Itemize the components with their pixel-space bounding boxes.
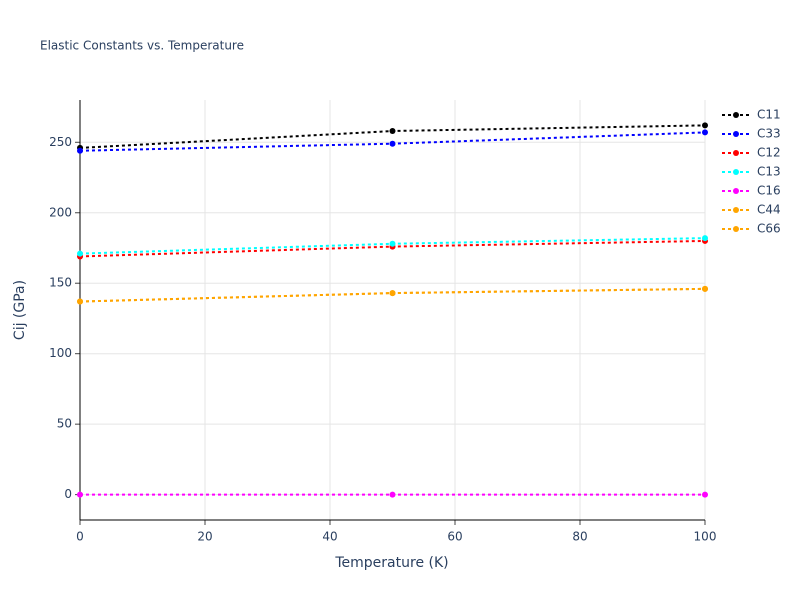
y-tick-label: 200 (49, 205, 72, 219)
point (389, 290, 396, 297)
x-tick-label: 80 (572, 530, 587, 544)
legend-label: C33 (757, 127, 781, 141)
y-tick-label: 150 (49, 276, 72, 290)
point (389, 491, 396, 498)
x-axis-title: Temperature (K) (334, 555, 448, 571)
x-tick-label: 40 (322, 530, 337, 544)
point (702, 235, 708, 242)
point (702, 122, 708, 129)
point (389, 128, 396, 135)
legend-label: C12 (757, 146, 781, 160)
legend-marker (733, 188, 739, 194)
point (389, 140, 396, 147)
point (702, 285, 708, 292)
y-axis-title: Cij (GPa) (12, 280, 28, 340)
legend-marker (733, 112, 739, 118)
point (77, 298, 83, 305)
point (77, 250, 83, 257)
x-tick-label: 100 (694, 530, 717, 544)
y-tick-label: 100 (49, 346, 72, 360)
legend-marker (733, 150, 739, 156)
point (77, 147, 83, 154)
legend-marker (733, 226, 739, 232)
point (702, 491, 708, 498)
chart-title: Elastic Constants vs. Temperature (40, 39, 244, 53)
point (702, 129, 708, 136)
legend-label: C66 (757, 222, 781, 236)
legend-label: C13 (757, 165, 781, 179)
legend-marker (733, 131, 739, 137)
x-tick-label: 20 (197, 530, 212, 544)
legend-marker (733, 169, 739, 175)
legend-label: C11 (757, 108, 781, 122)
point (389, 240, 396, 247)
y-tick-label: 0 (64, 487, 72, 501)
x-tick-label: 60 (447, 530, 462, 544)
point (77, 491, 83, 498)
x-tick-label: 0 (76, 530, 84, 544)
legend-marker (733, 207, 739, 213)
legend-label: C16 (757, 184, 781, 198)
y-tick-label: 50 (57, 417, 72, 431)
y-tick-label: 250 (49, 135, 72, 149)
legend-label: C44 (757, 203, 781, 217)
